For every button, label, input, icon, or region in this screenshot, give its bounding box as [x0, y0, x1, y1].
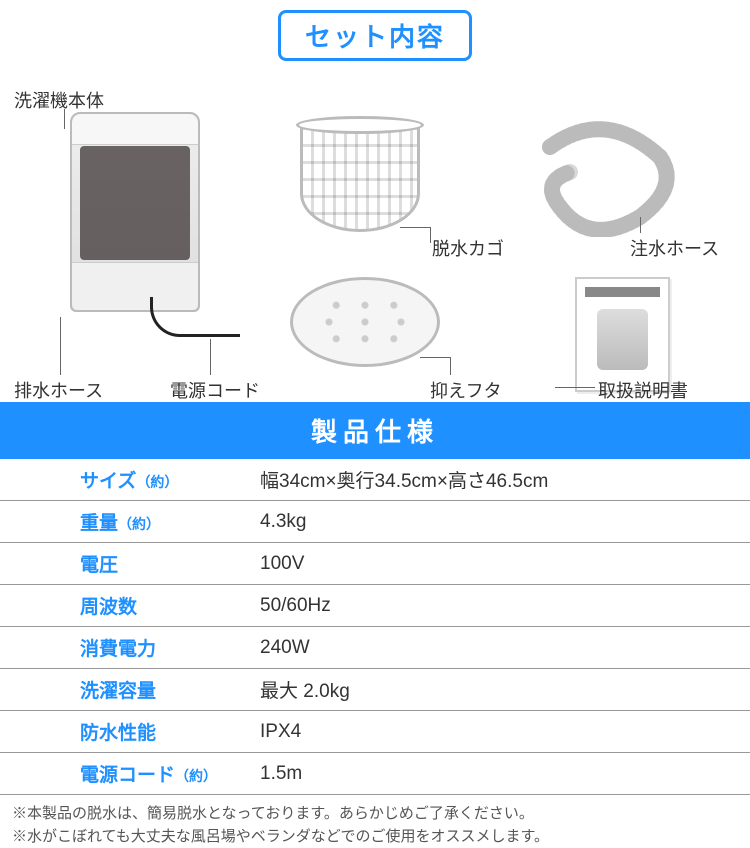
table-row: 電源コード（約）1.5m	[0, 753, 750, 795]
label-drain-hose: 排水ホース	[14, 377, 103, 403]
footnotes: ※本製品の脱水は、簡易脱水となっております。あらかじめご了承ください。 ※水がこ…	[0, 795, 750, 848]
power-cord-illustration	[150, 297, 240, 337]
footnote-line: ※本製品の脱水は、簡易脱水となっております。あらかじめご了承ください。	[12, 803, 738, 826]
table-row: 防水性能IPX4	[0, 711, 750, 753]
table-row: サイズ（約）幅34cm×奥行34.5cm×高さ46.5cm	[0, 459, 750, 501]
press-lid-illustration	[290, 277, 440, 367]
set-title-box: セット内容	[278, 10, 472, 61]
manual-illustration	[575, 277, 670, 392]
spec-value: 1.5m	[240, 753, 750, 795]
spec-value: 最大 2.0kg	[240, 669, 750, 711]
spec-value: 幅34cm×奥行34.5cm×高さ46.5cm	[240, 459, 750, 501]
spec-header: 製品仕様	[0, 402, 750, 459]
table-row: 消費電力240W	[0, 627, 750, 669]
spec-value: 4.3kg	[240, 501, 750, 543]
spec-title: 製品仕様	[311, 417, 439, 447]
set-contents-header: セット内容	[0, 0, 750, 67]
table-row: 重量（約）4.3kg	[0, 501, 750, 543]
footnote-line: ※水がこぼれても大丈夫な風呂場やベランダなどでのご使用をオススメします。	[12, 826, 738, 848]
spec-table: サイズ（約）幅34cm×奥行34.5cm×高さ46.5cm重量（約）4.3kg電…	[0, 459, 750, 795]
spec-label: 消費電力	[0, 627, 240, 669]
spec-value: 50/60Hz	[240, 585, 750, 627]
label-manual: 取扱説明書	[598, 377, 688, 403]
spec-value: 100V	[240, 543, 750, 585]
spec-label: サイズ（約）	[0, 459, 240, 501]
table-row: 周波数50/60Hz	[0, 585, 750, 627]
washer-illustration	[70, 112, 200, 312]
spin-basket-illustration	[300, 122, 420, 232]
water-hose-illustration	[530, 117, 680, 237]
set-title: セット内容	[305, 22, 445, 52]
label-power-cord: 電源コード	[170, 377, 260, 403]
spec-value: IPX4	[240, 711, 750, 753]
label-washer-body: 洗濯機本体	[14, 87, 104, 113]
spec-label: 電源コード（約）	[0, 753, 240, 795]
table-row: 洗濯容量最大 2.0kg	[0, 669, 750, 711]
spec-label: 重量（約）	[0, 501, 240, 543]
spec-label: 電圧	[0, 543, 240, 585]
set-contents-diagram: 洗濯機本体 排水ホース 電源コード 脱水カゴ 抑えフタ 注水ホース	[0, 67, 750, 402]
spec-label: 周波数	[0, 585, 240, 627]
label-spin-basket: 脱水カゴ	[432, 235, 504, 261]
spec-label: 洗濯容量	[0, 669, 240, 711]
table-row: 電圧100V	[0, 543, 750, 585]
spec-label: 防水性能	[0, 711, 240, 753]
label-water-hose: 注水ホース	[630, 235, 719, 261]
spec-value: 240W	[240, 627, 750, 669]
label-press-lid: 抑えフタ	[430, 377, 502, 403]
